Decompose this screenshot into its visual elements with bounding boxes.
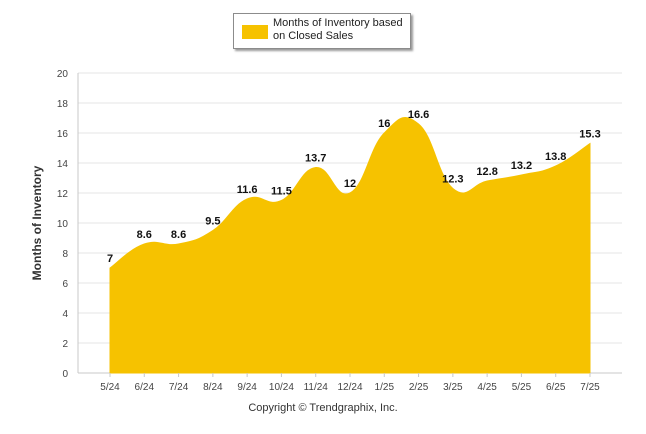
area-layer bbox=[109, 116, 591, 374]
data-labels: 7 8.6 8.6 9.5 11.6 11.5 13.7 12 16 16.6 12.3 12.8 13… bbox=[107, 109, 601, 265]
y-tick-labels: 0 2 4 6 8 10 12 14 16 18 20 bbox=[57, 69, 69, 380]
copyright-text: Copyright © Trendgraphix, Inc. bbox=[248, 402, 398, 414]
data-label: 7 bbox=[107, 253, 113, 265]
y-tick-label: 20 bbox=[57, 69, 69, 80]
legend-swatch bbox=[242, 25, 268, 39]
data-label: 13.2 bbox=[511, 160, 532, 172]
x-tick-label: 4/25 bbox=[477, 382, 497, 393]
area-series bbox=[109, 116, 591, 374]
legend-label: Months of Inventory based on Closed Sale… bbox=[273, 17, 403, 42]
x-tick-label: 2/25 bbox=[409, 382, 429, 393]
x-tick-label: 1/25 bbox=[375, 382, 395, 393]
x-tick-labels: 5/24 6/24 7/24 8/24 9/24 10/24 11/24 12/24 1/25 2… bbox=[100, 373, 600, 393]
y-tick-label: 8 bbox=[62, 249, 68, 260]
data-label: 12.3 bbox=[442, 174, 463, 186]
y-tick-label: 12 bbox=[57, 189, 69, 200]
y-tick-label: 16 bbox=[57, 129, 69, 140]
y-tick-label: 0 bbox=[62, 369, 68, 380]
data-label: 16.6 bbox=[408, 109, 429, 121]
x-tick-label: 6/24 bbox=[135, 382, 155, 393]
y-axis-title: Months of Inventory bbox=[30, 165, 44, 281]
x-tick-label: 5/25 bbox=[512, 382, 532, 393]
data-label: 15.3 bbox=[579, 129, 600, 141]
data-label: 16 bbox=[378, 118, 390, 130]
y-tick-label: 14 bbox=[57, 159, 69, 170]
data-label: 13.8 bbox=[545, 151, 566, 163]
data-label: 11.5 bbox=[271, 186, 292, 198]
data-label: 12.8 bbox=[476, 166, 497, 178]
data-label: 8.6 bbox=[171, 229, 186, 241]
x-tick-label: 6/25 bbox=[546, 382, 566, 393]
x-tick-label: 9/24 bbox=[237, 382, 257, 393]
x-tick-label: 11/24 bbox=[304, 382, 329, 393]
x-tick-label: 5/24 bbox=[100, 382, 120, 393]
x-tick-label: 7/25 bbox=[580, 382, 600, 393]
y-tick-label: 4 bbox=[62, 309, 68, 320]
x-tick-label: 3/25 bbox=[443, 382, 463, 393]
x-tick-label: 7/24 bbox=[169, 382, 189, 393]
y-tick-label: 2 bbox=[62, 339, 68, 350]
x-tick-label: 8/24 bbox=[203, 382, 223, 393]
x-tick-label: 10/24 bbox=[269, 382, 294, 393]
y-tick-label: 6 bbox=[62, 279, 68, 290]
legend: Months of Inventory based on Closed Sale… bbox=[233, 13, 411, 49]
data-label: 12 bbox=[344, 178, 356, 190]
data-label: 13.7 bbox=[305, 153, 326, 165]
data-label: 9.5 bbox=[205, 216, 220, 228]
x-tick-label: 12/24 bbox=[337, 382, 362, 393]
y-tick-label: 18 bbox=[57, 99, 69, 110]
y-tick-label: 10 bbox=[57, 219, 69, 230]
data-label: 11.6 bbox=[237, 184, 258, 196]
data-label: 8.6 bbox=[137, 229, 152, 241]
